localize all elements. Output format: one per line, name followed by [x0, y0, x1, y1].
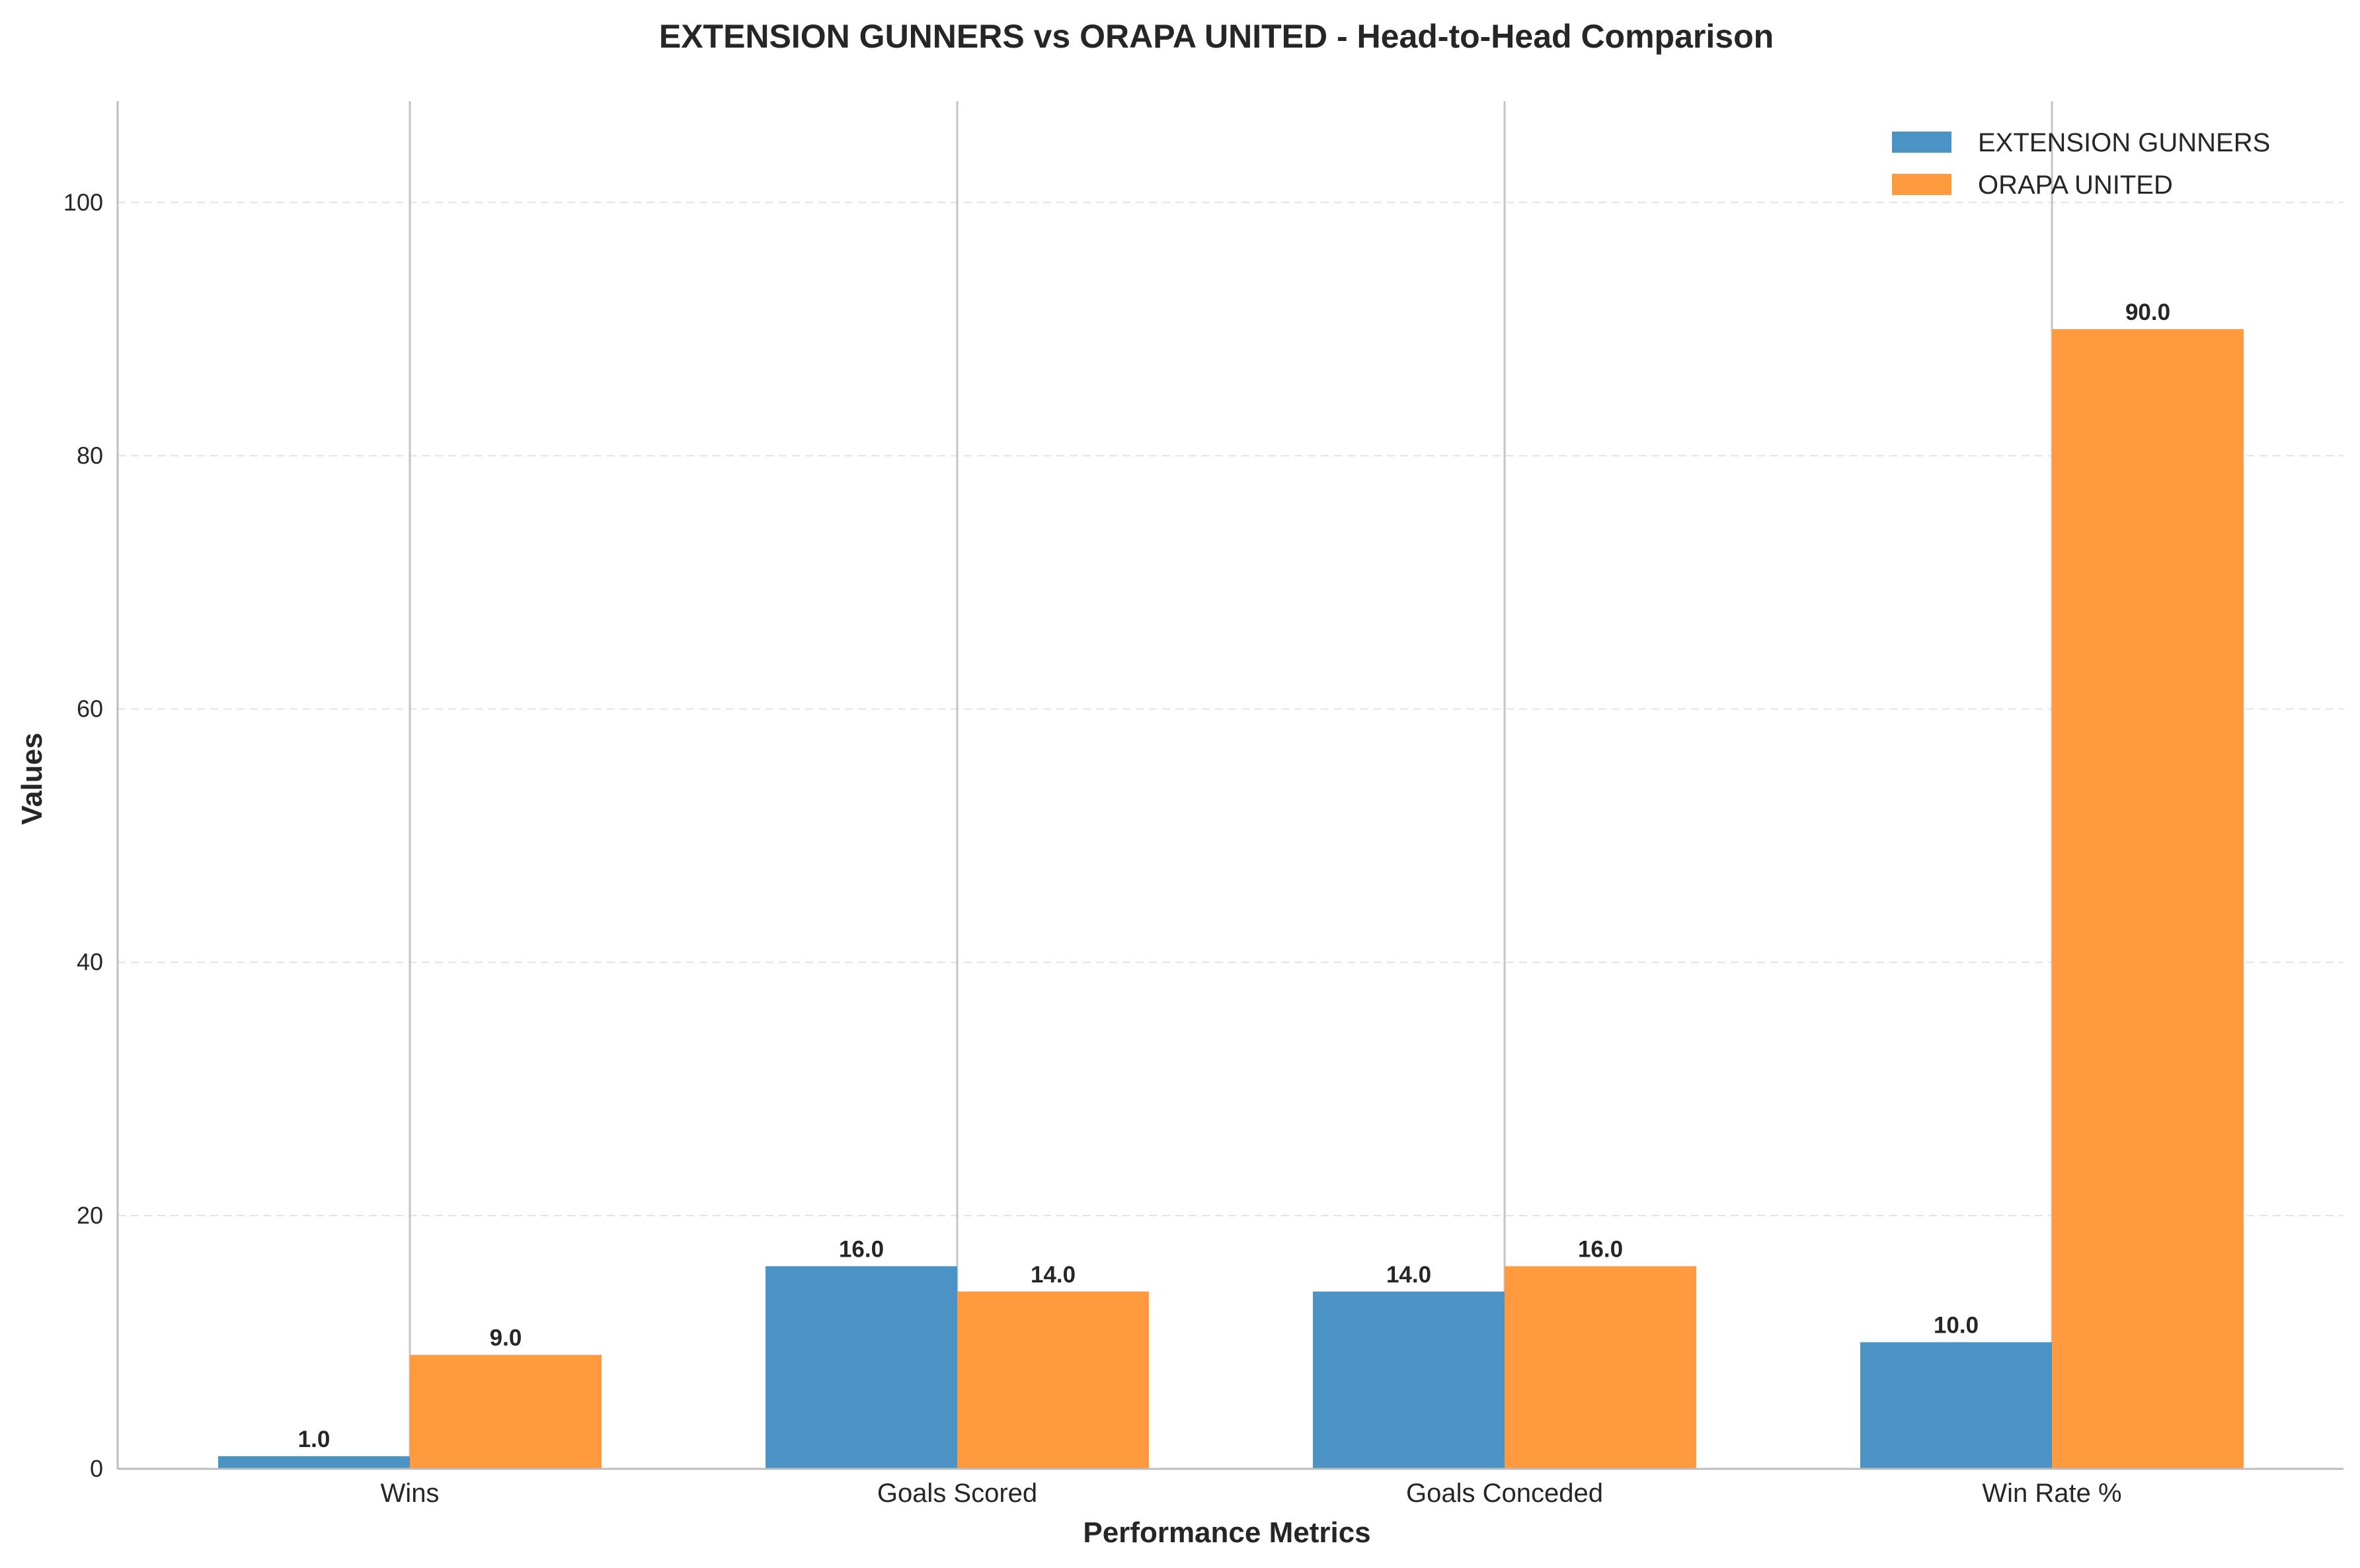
- chart-title: EXTENSION GUNNERS vs ORAPA UNITED - Head…: [659, 18, 1774, 55]
- bar-value-label: 1.0: [298, 1427, 331, 1452]
- bar-value-label: 16.0: [1578, 1236, 1623, 1262]
- category-lines: [409, 101, 2053, 1469]
- y-tick-label: 80: [77, 442, 103, 469]
- bar-orapa-united: [1505, 1266, 1696, 1469]
- legend-swatch: [1892, 174, 1951, 195]
- x-tick-label: Win Rate %: [1982, 1479, 2121, 1508]
- x-tick-label: Goals Scored: [877, 1479, 1037, 1508]
- y-tick-label: 0: [90, 1455, 103, 1482]
- bar-orapa-united: [410, 1354, 602, 1469]
- legend-label: EXTENSION GUNNERS: [1978, 128, 2270, 157]
- bar-orapa-united: [957, 1291, 1149, 1469]
- x-axis-label: Performance Metrics: [1083, 1516, 1370, 1549]
- bar-value-label: 90.0: [2125, 299, 2170, 325]
- bar-extension-gunners: [218, 1456, 410, 1469]
- x-tick-label: Wins: [381, 1479, 440, 1508]
- bar-extension-gunners: [766, 1266, 957, 1469]
- legend: EXTENSION GUNNERS ORAPA UNITED: [1892, 128, 2270, 200]
- bar-value-label: 14.0: [1031, 1262, 1076, 1288]
- bar-value-label: 16.0: [839, 1236, 884, 1262]
- y-tick-labels: 0 20 40 60 80 100: [63, 188, 103, 1482]
- x-tick-labels: Wins Goals Scored Goals Conceded Win Rate %: [381, 1479, 2122, 1508]
- legend-swatch: [1892, 132, 1951, 153]
- bar-value-label: 9.0: [490, 1325, 522, 1351]
- bar-value-label: 14.0: [1386, 1262, 1431, 1288]
- bar-value-label: 10.0: [1934, 1312, 1979, 1338]
- bar-orapa-united: [2052, 329, 2244, 1469]
- y-tick-label: 20: [77, 1202, 103, 1229]
- gridlines: [118, 202, 2343, 1216]
- y-tick-label: 100: [63, 188, 103, 216]
- value-labels: 1.0 9.0 16.0 14.0 14.0 16.0 10.0 90.0: [298, 299, 2170, 1452]
- bar-extension-gunners: [1860, 1342, 2052, 1469]
- y-tick-label: 60: [77, 695, 103, 723]
- y-axis-label: Values: [16, 732, 48, 824]
- legend-label: ORAPA UNITED: [1978, 171, 2173, 200]
- bar-extension-gunners: [1313, 1291, 1505, 1469]
- y-tick-label: 40: [77, 949, 103, 976]
- bars: [218, 329, 2244, 1469]
- x-tick-label: Goals Conceded: [1406, 1479, 1603, 1508]
